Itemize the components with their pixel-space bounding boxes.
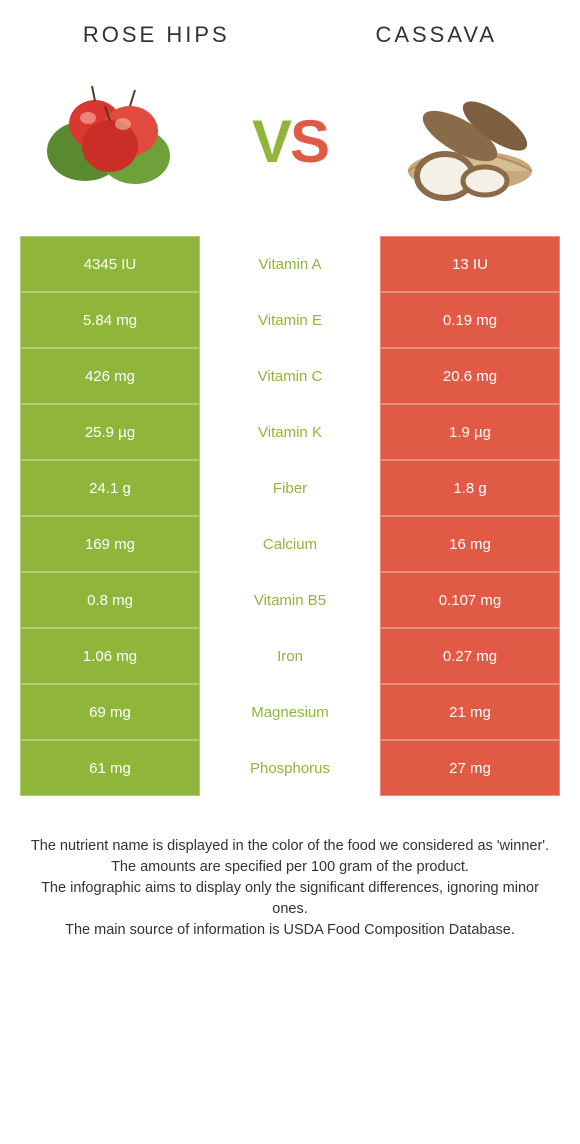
left-value: 25.9 µg (20, 404, 200, 460)
right-value: 1.8 g (380, 460, 560, 516)
nutrient-name: Fiber (200, 460, 380, 516)
table-row: 426 mgVitamin C20.6 mg (20, 348, 560, 404)
nutrient-name: Vitamin K (200, 404, 380, 460)
table-row: 69 mgMagnesium21 mg (20, 684, 560, 740)
cassava-image (390, 76, 550, 206)
table-row: 0.8 mgVitamin B50.107 mg (20, 572, 560, 628)
header: Rose hips cassava (0, 0, 580, 56)
left-value: 0.8 mg (20, 572, 200, 628)
nutrient-name: Vitamin A (200, 236, 380, 292)
footer-line: The nutrient name is displayed in the co… (30, 836, 550, 857)
vs-label: VS (252, 107, 328, 176)
right-food-title: cassava (375, 22, 497, 48)
table-row: 25.9 µgVitamin K1.9 µg (20, 404, 560, 460)
right-value: 1.9 µg (380, 404, 560, 460)
nutrient-name: Iron (200, 628, 380, 684)
footer-line: The main source of information is USDA F… (30, 920, 550, 941)
left-value: 5.84 mg (20, 292, 200, 348)
footer-line: The infographic aims to display only the… (30, 878, 550, 920)
vs-s: S (290, 108, 328, 175)
left-value: 61 mg (20, 740, 200, 796)
footer-notes: The nutrient name is displayed in the co… (0, 796, 580, 941)
left-value: 24.1 g (20, 460, 200, 516)
rose-hips-image (30, 76, 190, 206)
right-value: 0.27 mg (380, 628, 560, 684)
right-value: 0.19 mg (380, 292, 560, 348)
nutrient-name: Vitamin C (200, 348, 380, 404)
left-value: 4345 IU (20, 236, 200, 292)
right-value: 0.107 mg (380, 572, 560, 628)
left-value: 1.06 mg (20, 628, 200, 684)
right-value: 16 mg (380, 516, 560, 572)
table-row: 5.84 mgVitamin E0.19 mg (20, 292, 560, 348)
right-value: 21 mg (380, 684, 560, 740)
right-value: 27 mg (380, 740, 560, 796)
nutrient-name: Phosphorus (200, 740, 380, 796)
left-food-title: Rose hips (83, 22, 230, 48)
nutrient-table: 4345 IUVitamin A13 IU5.84 mgVitamin E0.1… (20, 236, 560, 796)
table-row: 169 mgCalcium16 mg (20, 516, 560, 572)
table-row: 24.1 gFiber1.8 g (20, 460, 560, 516)
right-value: 13 IU (380, 236, 560, 292)
left-value: 426 mg (20, 348, 200, 404)
table-row: 61 mgPhosphorus27 mg (20, 740, 560, 796)
table-row: 1.06 mgIron0.27 mg (20, 628, 560, 684)
nutrient-name: Vitamin B5 (200, 572, 380, 628)
nutrient-name: Magnesium (200, 684, 380, 740)
hero: VS (0, 56, 580, 236)
right-value: 20.6 mg (380, 348, 560, 404)
left-value: 69 mg (20, 684, 200, 740)
nutrient-name: Vitamin E (200, 292, 380, 348)
nutrient-name: Calcium (200, 516, 380, 572)
left-value: 169 mg (20, 516, 200, 572)
table-row: 4345 IUVitamin A13 IU (20, 236, 560, 292)
footer-line: The amounts are specified per 100 gram o… (30, 857, 550, 878)
vs-v: V (252, 108, 290, 175)
